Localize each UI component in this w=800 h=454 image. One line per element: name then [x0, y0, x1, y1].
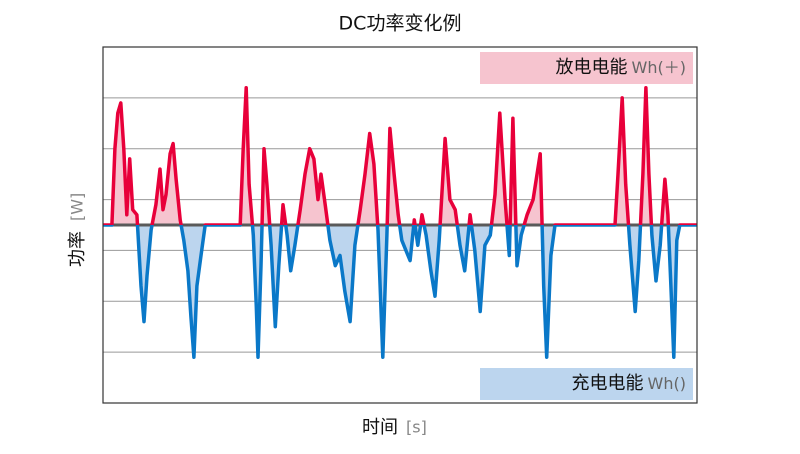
- annotation-box: [480, 368, 693, 400]
- annotation-text: 充电电能: [572, 373, 644, 394]
- positive-line: [103, 85, 697, 225]
- annotation-box: [480, 52, 693, 84]
- negative-line: [103, 225, 697, 359]
- annotation-unit: Wh(＋): [632, 58, 686, 77]
- annotation-unit: Wh(): [648, 374, 686, 393]
- y-axis-label: 功率 [W]: [67, 193, 88, 267]
- x-label-text: 时间: [362, 417, 398, 438]
- chart-title: DC功率变化例: [339, 13, 462, 35]
- plot-frame: [102, 46, 698, 404]
- annotation: 充电电能 Wh(): [572, 373, 686, 394]
- y-label-text: 功率: [67, 231, 88, 267]
- negative-area: [103, 225, 697, 358]
- y-label-unit: [W]: [68, 193, 87, 221]
- x-label-unit: [s]: [406, 418, 427, 437]
- annotation: 放电电能 Wh(＋): [556, 57, 686, 78]
- annotation-text: 放电电能: [556, 57, 628, 78]
